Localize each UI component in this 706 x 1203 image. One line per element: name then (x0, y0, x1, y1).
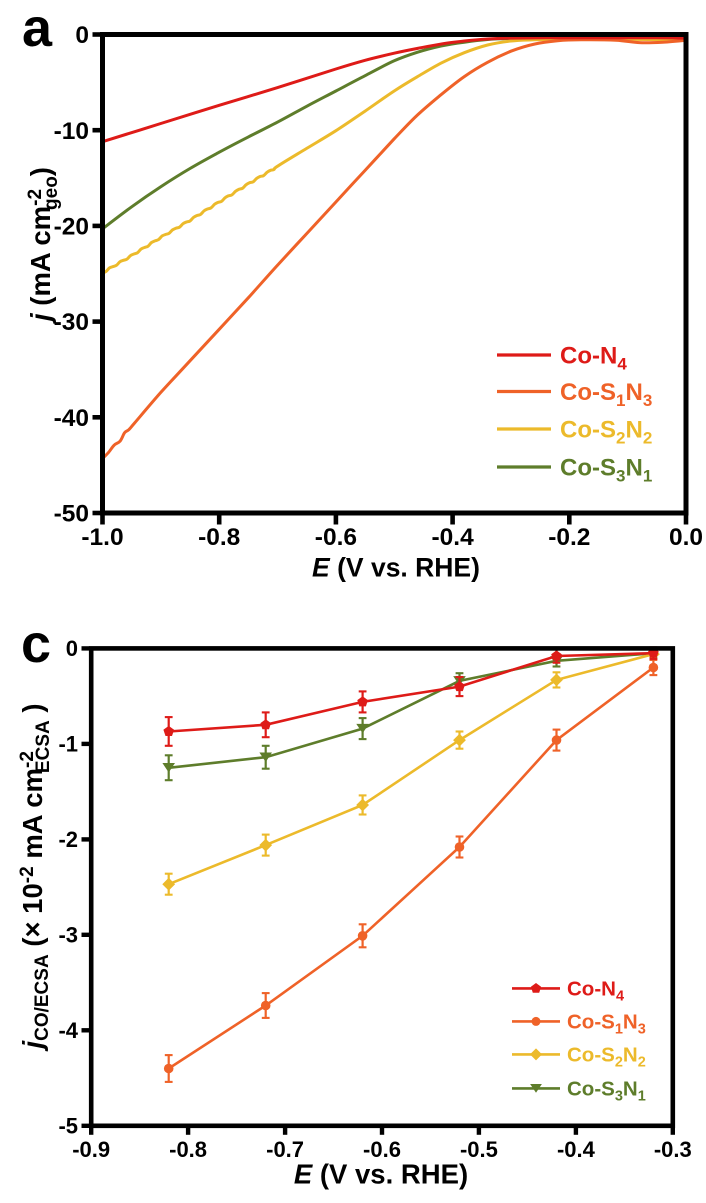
svg-text:-0.5: -0.5 (460, 1137, 498, 1162)
svg-text:a: a (22, 0, 53, 58)
svg-text:-10: -10 (54, 118, 89, 145)
svg-text:Co-S3N1: Co-S3N1 (560, 455, 652, 486)
svg-text:-30: -30 (54, 309, 89, 336)
svg-text:-0.8: -0.8 (198, 524, 240, 551)
svg-text:-40: -40 (54, 405, 89, 432)
svg-text:-4: -4 (58, 1018, 78, 1043)
svg-text:-0.7: -0.7 (266, 1137, 304, 1162)
svg-text:-0.9: -0.9 (72, 1137, 110, 1162)
svg-text:E (V vs. RHE): E (V vs. RHE) (294, 1159, 468, 1190)
svg-text:E (V vs. RHE): E (V vs. RHE) (312, 553, 480, 583)
svg-text:-0.4: -0.4 (431, 524, 474, 551)
svg-text:-0.4: -0.4 (557, 1137, 596, 1162)
svg-text:-20: -20 (54, 214, 89, 241)
svg-text:-1.0: -1.0 (81, 524, 123, 551)
svg-text:0: 0 (66, 636, 78, 661)
svg-text:-0.6: -0.6 (315, 524, 357, 551)
svg-text:0.0: 0.0 (669, 524, 703, 551)
svg-text:-1: -1 (58, 732, 78, 757)
svg-text:Co-S2N2: Co-S2N2 (567, 1044, 646, 1071)
svg-text:-0.8: -0.8 (169, 1137, 207, 1162)
svg-text:-0.3: -0.3 (654, 1137, 692, 1162)
svg-text:-0.6: -0.6 (363, 1137, 401, 1162)
svg-text:j (mA cm-2geo): j (mA cm-2geo) (25, 167, 62, 324)
svg-text:c: c (21, 614, 51, 674)
svg-text:Co-S1N3: Co-S1N3 (560, 379, 652, 410)
svg-text:Co-N4: Co-N4 (560, 343, 627, 374)
svg-text:Co-S3N1: Co-S3N1 (567, 1078, 646, 1105)
svg-text:0: 0 (75, 22, 89, 49)
svg-text:-0.2: -0.2 (548, 524, 590, 551)
svg-text:-3: -3 (58, 923, 78, 948)
svg-text:Co-S2N2: Co-S2N2 (560, 417, 652, 448)
svg-text:Co-S1N3: Co-S1N3 (567, 1011, 646, 1038)
svg-text:Co-N4: Co-N4 (567, 978, 624, 1005)
svg-text:-5: -5 (58, 1114, 78, 1139)
svg-text:-50: -50 (54, 501, 89, 528)
svg-text:jCO/ECSA (× 10-2 mA cm-2ECSA ): jCO/ECSA (× 10-2 mA cm-2ECSA ) (17, 703, 54, 1051)
svg-text:-2: -2 (58, 827, 78, 852)
